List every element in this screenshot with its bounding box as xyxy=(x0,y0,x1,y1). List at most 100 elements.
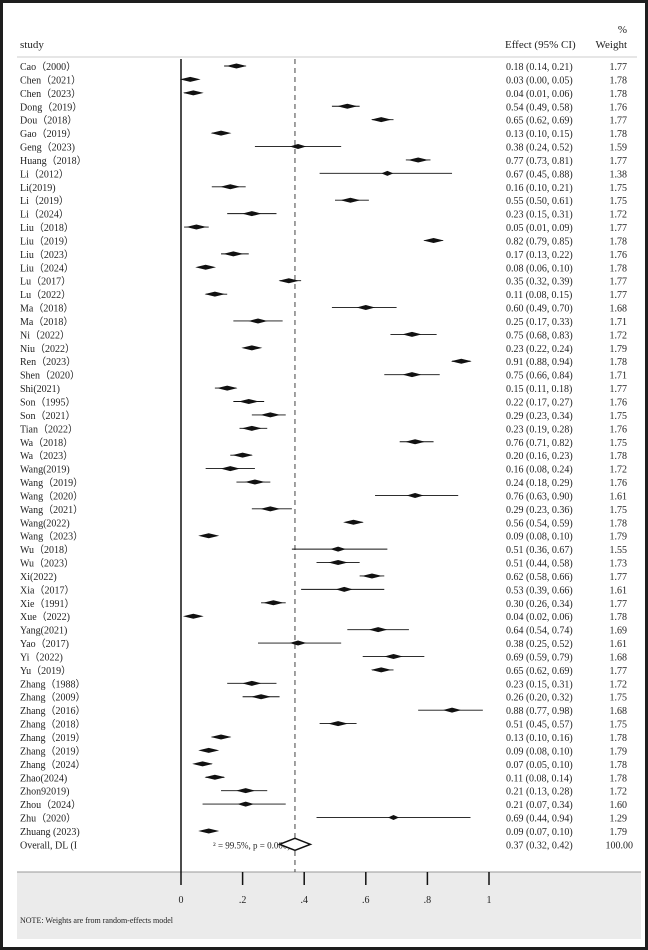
effect-marker xyxy=(402,372,422,378)
weight-text: 1.38 xyxy=(610,169,628,180)
effect-marker xyxy=(423,237,444,243)
weight-text: 1.77 xyxy=(610,62,628,73)
weight-text: 1.77 xyxy=(610,277,628,288)
study-name: Zhang（2024） xyxy=(20,759,86,771)
weight-text: 1.72 xyxy=(610,787,628,798)
effect-marker xyxy=(368,627,388,633)
effect-ci-text: 0.64 (0.54, 0.74) xyxy=(506,626,573,637)
study-name: Zhang（1988） xyxy=(20,678,86,690)
study-row: Li(2019) 0.16 (0.10, 0.21) 1.75 xyxy=(20,183,627,194)
study-row: Wang（2020） 0.76 (0.63, 0.90) 1.61 xyxy=(20,490,627,502)
header-weight: Weight xyxy=(596,39,628,51)
study-row: Xi(2022) 0.62 (0.58, 0.66) 1.77 xyxy=(20,572,627,583)
effect-ci-text: 0.23 (0.15, 0.31) xyxy=(506,679,573,690)
effect-marker xyxy=(370,117,392,123)
overall-effect-text: 0.37 (0.32, 0.42) xyxy=(506,840,573,851)
effect-marker xyxy=(237,801,255,807)
study-name: Xi(2022) xyxy=(20,572,57,583)
effect-marker xyxy=(195,264,217,270)
heterogeneity-text: ² = 99.5%, p = 0.000) xyxy=(213,840,290,850)
effect-ci-text: 0.21 (0.07, 0.34) xyxy=(506,800,573,811)
effect-ci-text: 0.21 (0.13, 0.28) xyxy=(506,787,573,798)
weight-text: 1.72 xyxy=(610,330,628,341)
footnote: NOTE: Weights are from random-effects mo… xyxy=(20,916,174,925)
overall-row: Overall, DL (I ² = 99.5%, p = 0.000) 0.37 … xyxy=(20,837,633,851)
effect-marker xyxy=(244,479,266,485)
study-name: Xie（1991） xyxy=(20,598,74,610)
study-row: Wa（2023） 0.20 (0.16, 0.23) 1.78 xyxy=(20,450,627,462)
effect-ci-text: 0.60 (0.49, 0.70) xyxy=(506,304,573,315)
study-row: Shi(2021) 0.15 (0.11, 0.18) 1.77 xyxy=(20,384,627,395)
study-row: Xia（2017） 0.53 (0.39, 0.66) 1.61 xyxy=(20,584,627,596)
study-row: Ni（2022） 0.75 (0.68, 0.83) 1.72 xyxy=(20,329,627,341)
study-name: Zhang（2019） xyxy=(20,745,86,757)
study-name: Zhuang (2023) xyxy=(20,827,80,838)
study-row: Liu（2024） 0.08 (0.06, 0.10) 1.78 xyxy=(20,262,627,274)
study-name: Wang（2019） xyxy=(20,477,83,489)
effect-marker xyxy=(204,774,226,780)
study-row: Cao（2000） 0.18 (0.14, 0.21) 1.77 xyxy=(20,61,627,73)
effect-marker xyxy=(242,211,262,217)
weight-text: 1.72 xyxy=(610,210,628,221)
forest-plot: study Effect (95% CI) % Weight Cao（2000）… xyxy=(17,24,641,939)
effect-marker xyxy=(198,747,220,753)
x-tick-label: .2 xyxy=(239,895,247,906)
study-row: Wang（2019） 0.24 (0.18, 0.29) 1.76 xyxy=(20,477,627,489)
study-name: Zhao(2024) xyxy=(20,773,67,784)
study-name: Shen（2020） xyxy=(20,370,80,382)
weight-text: 1.75 xyxy=(610,183,628,194)
study-row: Zhuang (2023) 0.09 (0.07, 0.10) 1.79 xyxy=(20,827,627,838)
effect-marker xyxy=(198,533,220,539)
effect-ci-text: 0.09 (0.07, 0.10) xyxy=(506,827,573,838)
study-name: Li(2019) xyxy=(20,183,56,194)
weight-text: 1.78 xyxy=(610,773,628,784)
effect-ci-text: 0.55 (0.50, 0.61) xyxy=(506,196,573,207)
effect-ci-text: 0.23 (0.19, 0.28) xyxy=(506,424,573,435)
x-tick-label: .4 xyxy=(300,895,308,906)
weight-text: 1.75 xyxy=(610,196,628,207)
weight-text: 1.78 xyxy=(610,357,628,368)
effect-ci-text: 0.69 (0.59, 0.79) xyxy=(506,652,573,663)
weight-text: 1.78 xyxy=(610,733,628,744)
weight-text: 1.59 xyxy=(610,143,628,154)
study-name: Li（2012） xyxy=(20,168,69,180)
study-name: Zhon92019) xyxy=(20,787,69,798)
effect-marker xyxy=(223,251,244,257)
study-name: Wang（2023） xyxy=(20,531,83,543)
weight-text: 1.55 xyxy=(610,545,628,556)
forest-plot-figure: study Effect (95% CI) % Weight Cao（2000）… xyxy=(3,3,645,947)
effect-ci-text: 0.16 (0.08, 0.24) xyxy=(506,465,573,476)
study-row: Chen（2021） 0.03 (0.00, 0.05) 1.78 xyxy=(20,74,627,86)
effect-ci-text: 0.65 (0.62, 0.69) xyxy=(506,116,573,127)
study-name: Zhang（2019） xyxy=(20,732,86,744)
study-row: Ma（2018） 0.25 (0.17, 0.33) 1.71 xyxy=(20,316,627,328)
study-name: Yi（2022) xyxy=(20,651,63,663)
study-name: Zhang（2018） xyxy=(20,719,86,731)
weight-text: 1.68 xyxy=(610,304,628,315)
study-row: Tian（2022） 0.23 (0.19, 0.28) 1.76 xyxy=(20,423,627,435)
study-name: Chen（2023） xyxy=(20,88,81,100)
study-name: Lu（2017） xyxy=(20,276,71,288)
study-name: Tian（2022） xyxy=(20,423,78,435)
study-name: Niu（2022） xyxy=(20,343,75,355)
study-row: Liu（2018） 0.05 (0.01, 0.09) 1.77 xyxy=(20,222,627,234)
study-row: Lu（2017） 0.35 (0.32, 0.39) 1.77 xyxy=(20,276,627,288)
effect-marker xyxy=(289,640,307,646)
effect-ci-text: 0.23 (0.15, 0.31) xyxy=(506,210,573,221)
effect-ci-text: 0.22 (0.17, 0.27) xyxy=(506,398,573,409)
effect-marker xyxy=(192,761,213,767)
effect-marker xyxy=(226,63,247,69)
effect-ci-text: 0.17 (0.13, 0.22) xyxy=(506,250,573,261)
study-name: Ren（2023） xyxy=(20,356,76,368)
effect-ci-text: 0.11 (0.08, 0.15) xyxy=(506,290,572,301)
study-row: Zhang（2009） 0.26 (0.20, 0.32) 1.75 xyxy=(20,692,627,704)
study-row: Zhon92019) 0.21 (0.13, 0.28) 1.72 xyxy=(20,787,627,798)
x-tick-label: .8 xyxy=(424,895,432,906)
effect-marker xyxy=(235,788,256,794)
effect-ci-text: 0.05 (0.01, 0.09) xyxy=(506,223,573,234)
study-row: Wu（2018） 0.51 (0.36, 0.67) 1.55 xyxy=(20,544,627,556)
effect-marker xyxy=(406,492,424,498)
study-row: Yu（2019） 0.65 (0.62, 0.69) 1.77 xyxy=(20,665,627,677)
study-name: Xia（2017） xyxy=(20,584,74,596)
effect-marker xyxy=(210,130,232,136)
